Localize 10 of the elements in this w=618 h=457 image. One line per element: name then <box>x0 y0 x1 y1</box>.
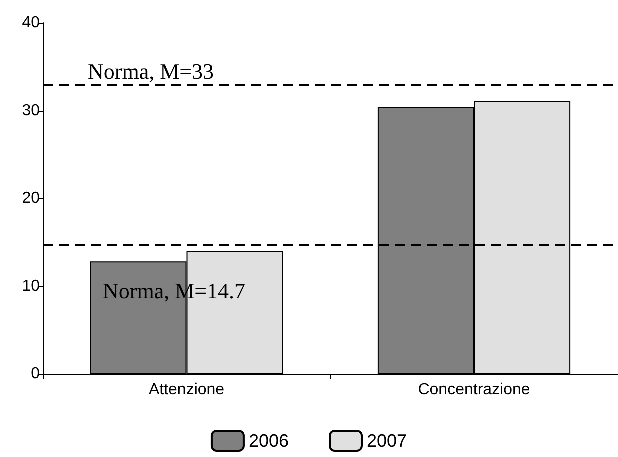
ref-line-label: Norma, M=33 <box>88 58 214 84</box>
y-tick-label: 30 <box>22 102 40 120</box>
y-tick-label: 0 <box>31 366 40 382</box>
y-tick-label: 40 <box>22 14 40 32</box>
y-tick-label: 20 <box>22 190 40 207</box>
y-tick-label: 10 <box>22 278 40 295</box>
x-tick-label: Attenzione <box>148 382 225 398</box>
legend-label: 2006 <box>248 431 290 451</box>
legend-label: 2007 <box>367 431 408 451</box>
x-tick-label: Concentrazione <box>418 382 530 398</box>
